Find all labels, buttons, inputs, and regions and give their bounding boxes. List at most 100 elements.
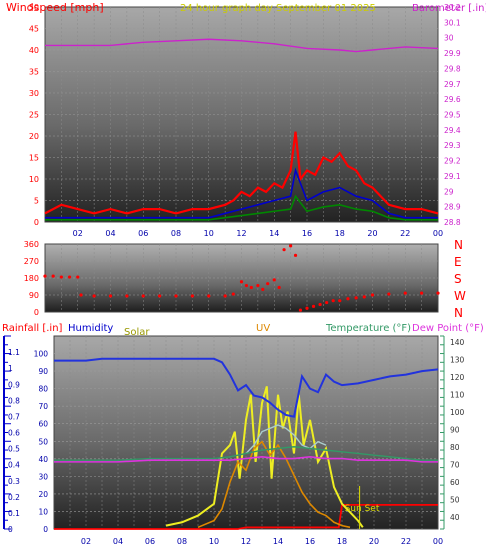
barometer-tick-label: 29.9 bbox=[444, 49, 461, 58]
direction-point bbox=[43, 275, 46, 278]
compass-label: N bbox=[454, 306, 463, 320]
weather-x-tick-label: 20 bbox=[369, 537, 379, 546]
direction-point bbox=[158, 294, 161, 297]
wind-x-tick-label: 20 bbox=[367, 229, 377, 238]
direction-point bbox=[273, 278, 276, 281]
rain-tick-label: 0.4 bbox=[8, 461, 20, 470]
humidity-tick-label: 80 bbox=[38, 385, 48, 394]
wind-tick-label: 5 bbox=[34, 197, 39, 206]
wind-x-tick-label: 00 bbox=[433, 229, 443, 238]
barometer-tick-label: 29.5 bbox=[444, 111, 461, 120]
solar-axis-title: Solar bbox=[124, 327, 150, 338]
direction-point bbox=[207, 294, 210, 297]
wind-tick-label: 35 bbox=[29, 68, 39, 77]
wind-x-tick-label: 16 bbox=[302, 229, 312, 238]
humidity-axis-title: Humidity bbox=[68, 323, 113, 334]
direction-point bbox=[76, 275, 79, 278]
direction-point bbox=[250, 286, 253, 289]
weather-x-tick-label: 06 bbox=[145, 537, 155, 546]
direction-point bbox=[256, 284, 259, 287]
weather-x-tick-label: 16 bbox=[305, 537, 315, 546]
direction-point bbox=[299, 309, 302, 312]
temperature-tick-label: 130 bbox=[450, 356, 465, 365]
direction-point bbox=[109, 294, 112, 297]
wind-x-tick-label: 10 bbox=[204, 229, 214, 238]
direction-point bbox=[240, 280, 243, 283]
chart-title: 24 hour graph day September 01 2025 bbox=[180, 3, 376, 14]
wind-x-tick-label: 08 bbox=[171, 229, 181, 238]
direction-tick-label: 270 bbox=[24, 257, 39, 266]
direction-point bbox=[294, 254, 297, 257]
direction-point bbox=[436, 292, 439, 295]
wind-tick-label: 20 bbox=[29, 132, 39, 141]
wind-x-tick-label: 14 bbox=[269, 229, 279, 238]
barometer-tick-label: 29 bbox=[444, 187, 454, 196]
weather-x-tick-label: 00 bbox=[433, 537, 443, 546]
wind-tick-label: 0 bbox=[34, 218, 39, 227]
wind-tick-label: 45 bbox=[29, 25, 39, 34]
rain-tick-label: 0.3 bbox=[8, 477, 20, 486]
temperature-axis-title: Temperature (°F) bbox=[325, 323, 411, 334]
temperature-tick-label: 100 bbox=[450, 408, 465, 417]
direction-point bbox=[245, 284, 248, 287]
weather-x-tick-label: 10 bbox=[209, 537, 219, 546]
wind-x-tick-label: 18 bbox=[335, 229, 345, 238]
dewpoint-axis-title: Dew Point (°F) bbox=[412, 323, 484, 334]
rain-tick-label: 0 bbox=[8, 525, 13, 534]
direction-point bbox=[60, 275, 63, 278]
wind-x-tick-label: 02 bbox=[73, 229, 83, 238]
direction-point bbox=[261, 288, 264, 291]
uv-axis-title: UV bbox=[256, 323, 270, 334]
direction-point bbox=[363, 295, 366, 298]
direction-point bbox=[224, 294, 227, 297]
direction-tick-label: 90 bbox=[29, 291, 39, 300]
barometer-tick-label: 29.2 bbox=[444, 157, 461, 166]
rain-tick-label: 0.1 bbox=[8, 509, 20, 518]
weather-x-tick-label: 04 bbox=[113, 537, 123, 546]
wind-x-tick-label: 04 bbox=[105, 229, 115, 238]
weather-x-tick-label: 08 bbox=[177, 537, 187, 546]
direction-tick-label: 180 bbox=[24, 274, 39, 283]
temperature-tick-label: 50 bbox=[450, 496, 460, 505]
direction-point bbox=[346, 297, 349, 300]
compass-label: W bbox=[454, 289, 466, 303]
humidity-tick-label: 90 bbox=[38, 367, 48, 376]
rain-tick-label: 0.8 bbox=[8, 396, 20, 405]
rain-tick-label: 1 bbox=[8, 364, 13, 373]
wind-tick-label: 50 bbox=[29, 3, 39, 12]
barometer-tick-label: 30.2 bbox=[444, 3, 461, 12]
barometer-tick-label: 29.7 bbox=[444, 80, 461, 89]
rain-tick-label: 0.2 bbox=[8, 493, 20, 502]
wind-x-tick-label: 06 bbox=[138, 229, 148, 238]
temperature-tick-label: 80 bbox=[450, 443, 460, 452]
compass-label: S bbox=[454, 272, 462, 286]
sunset-annotation: Sun Set bbox=[345, 504, 380, 514]
temperature-tick-label: 120 bbox=[450, 373, 465, 382]
barometer-tick-label: 28.8 bbox=[444, 218, 461, 227]
wind-tick-label: 30 bbox=[29, 89, 39, 98]
direction-tick-label: 360 bbox=[24, 240, 39, 249]
rainfall-axis-title: Rainfall [.in] bbox=[2, 323, 63, 334]
rain-tick-label: 0.6 bbox=[8, 429, 20, 438]
temperature-tick-label: 110 bbox=[450, 391, 465, 400]
direction-tick-label: 0 bbox=[34, 308, 39, 317]
direction-point bbox=[332, 299, 335, 302]
direction-point bbox=[282, 248, 285, 251]
direction-point bbox=[404, 292, 407, 295]
direction-point bbox=[387, 292, 390, 295]
temperature-tick-label: 70 bbox=[450, 461, 460, 470]
rain-tick-label: 0.9 bbox=[8, 380, 20, 389]
direction-point bbox=[68, 275, 71, 278]
wind-tick-label: 10 bbox=[29, 175, 39, 184]
wind-tick-label: 15 bbox=[29, 154, 39, 163]
barometer-tick-label: 29.8 bbox=[444, 64, 461, 73]
compass-label: E bbox=[454, 255, 462, 269]
direction-point bbox=[312, 305, 315, 308]
direction-point bbox=[52, 275, 55, 278]
barometer-tick-label: 29.4 bbox=[444, 126, 461, 135]
barometer-tick-label: 30.1 bbox=[444, 18, 461, 27]
direction-point bbox=[191, 294, 194, 297]
barometer-tick-label: 28.9 bbox=[444, 203, 461, 212]
wind-x-tick-label: 22 bbox=[400, 229, 410, 238]
